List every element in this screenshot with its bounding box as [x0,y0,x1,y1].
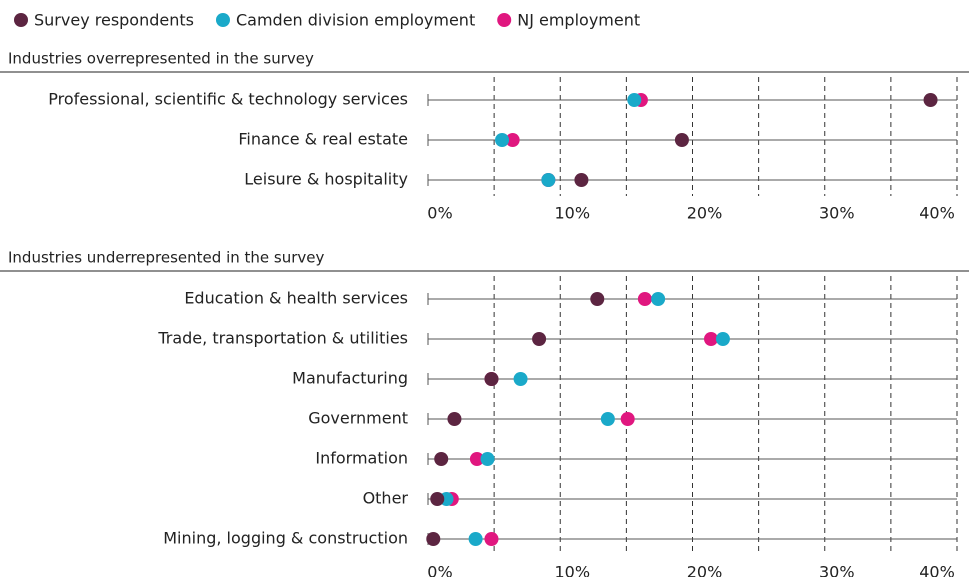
category-label: Manufacturing [292,369,408,388]
dot [627,93,642,107]
dot [430,492,445,506]
category-label: Government [308,409,408,428]
x-tick-label: 30% [819,563,855,577]
dot [426,532,441,546]
category-label: Professional, scientific & technology se… [48,90,408,109]
dot [505,133,520,147]
dot [480,452,495,466]
dot [620,412,635,426]
legend-label: Camden division employment [236,11,475,30]
dot [590,292,605,306]
x-tick-label: 10% [554,204,590,223]
dot [469,452,484,466]
dot [715,332,730,346]
dot [674,133,689,147]
dot [532,332,547,346]
dot [704,332,719,346]
dot [637,292,652,306]
category-label: Education & health services [184,289,408,308]
dot [447,412,462,426]
panel-title: Industries overrepresented in the survey [8,50,314,68]
dot [468,532,483,546]
category-label: Information [315,449,408,468]
x-tick-label: 20% [687,563,723,577]
legend-swatch [497,13,512,27]
x-tick-label: 0% [427,563,452,577]
x-tick-label: 40% [919,204,955,223]
x-tick-label: 20% [687,204,723,223]
dot [434,452,449,466]
dot [484,372,499,386]
dot [651,292,666,306]
legend-swatch [215,13,230,27]
category-label: Leisure & hospitality [244,170,408,189]
dot [574,173,589,187]
legend-swatch [14,13,28,27]
legend-label: Survey respondents [34,11,194,30]
dot [484,532,499,546]
dot [923,93,938,107]
x-tick-label: 10% [554,563,590,577]
dot [495,133,510,147]
category-label: Other [363,489,409,508]
dot [600,412,615,426]
category-label: Trade, transportation & utilities [157,329,408,348]
x-tick-label: 0% [427,204,452,223]
x-tick-label: 40% [919,563,955,577]
legend-label: NJ employment [517,11,640,30]
dot [513,372,528,386]
category-label: Finance & real estate [238,130,408,149]
panel-title: Industries underrepresented in the surve… [8,249,324,267]
x-tick-label: 30% [819,204,855,223]
dot [541,173,556,187]
category-label: Mining, logging & construction [163,529,408,548]
